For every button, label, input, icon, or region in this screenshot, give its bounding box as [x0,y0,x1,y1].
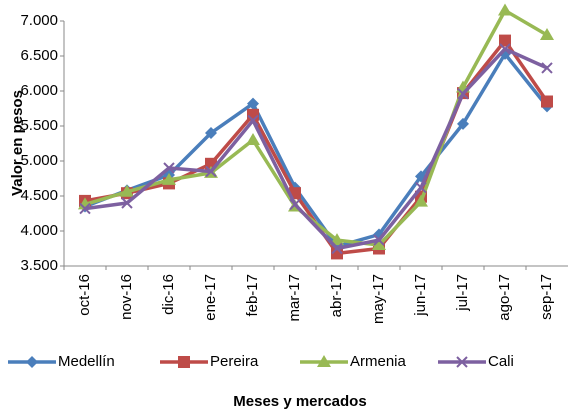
x-tick-label: oct-16 [76,274,93,316]
marker [247,97,259,110]
legend-label: Cali [488,353,514,370]
x-tick-label: nov-16 [118,274,135,320]
marker [331,242,343,255]
marker [246,133,260,145]
y-tick-label: 4.500 [20,187,58,204]
marker [457,117,469,130]
x-tick-label: ago-17 [496,274,513,321]
y-tick-label: 5.500 [20,117,58,134]
legend-label: Pereira [210,353,259,370]
marker [120,184,134,197]
marker [289,198,301,211]
marker [499,43,511,55]
y-tick-label: 6.500 [20,47,58,64]
x-tick-label: ene-17 [202,274,219,321]
y-axis-title: Valor en pesos [9,90,26,196]
marker [541,95,553,108]
marker [121,197,133,209]
x-tick-label: may-17 [370,274,387,324]
x-tick-label: abr-17 [328,274,345,317]
marker [162,172,176,185]
series-line [84,47,548,251]
series-line [84,52,549,249]
marker [178,356,190,368]
marker [499,34,511,47]
x-tick-label: sep-17 [538,274,555,320]
marker [373,234,385,246]
x-tick-label: jul-17 [454,274,471,312]
y-tick-label: 7.000 [20,12,58,29]
marker [456,356,468,368]
series-line [84,8,548,247]
marker [79,202,91,215]
marker [372,238,386,250]
x-tick-label: dic-16 [160,274,177,315]
legend-label: Medellín [58,353,115,370]
marker [26,356,38,368]
x-tick-label: feb-17 [244,274,261,317]
marker [247,114,259,127]
marker [540,28,554,40]
x-tick-label: mar-17 [286,274,303,322]
y-tick-label: 6.000 [20,82,58,99]
y-tick-label: 3.500 [20,257,58,274]
marker [415,181,427,194]
marker [330,233,344,246]
marker [541,62,553,74]
y-tick-label: 4.000 [20,222,58,239]
x-tick-label: jun-17 [412,274,429,317]
x-axis-title: Meses y mercados [233,393,366,410]
marker [498,3,512,16]
marker [163,162,175,174]
legend-label: Armenia [350,353,407,370]
marker [414,194,428,207]
marker [457,88,469,100]
marker [205,165,217,178]
marker [205,127,217,139]
y-tick-label: 5.000 [20,152,58,169]
marker [317,355,331,367]
